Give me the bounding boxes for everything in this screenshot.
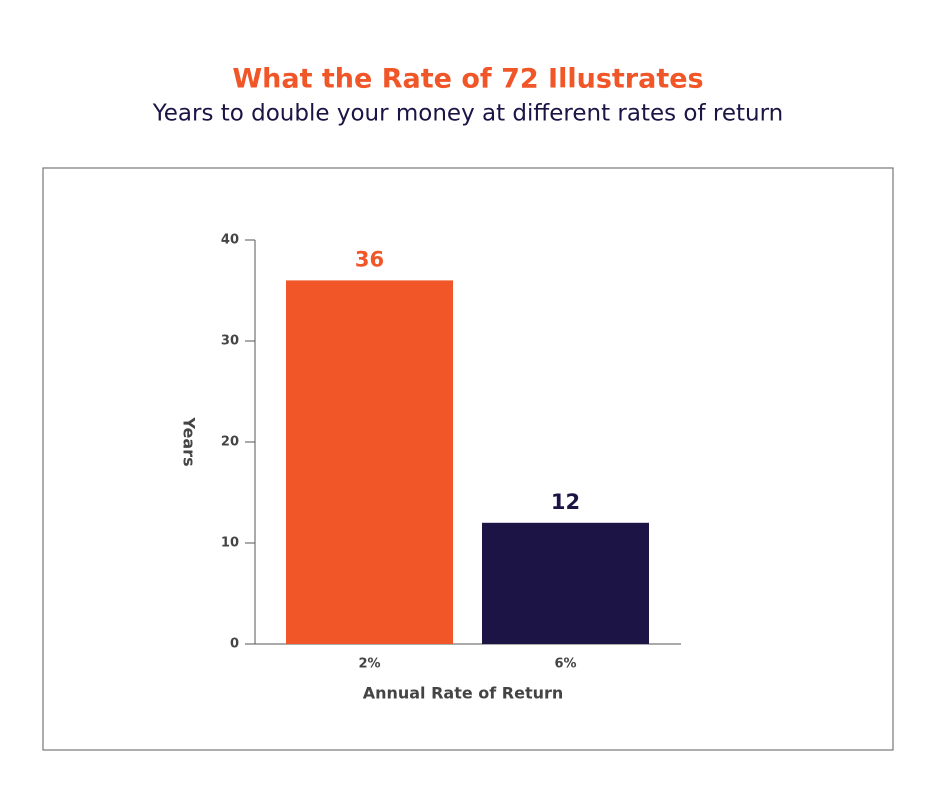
data-label: 36 xyxy=(355,247,384,271)
data-label: 12 xyxy=(551,490,580,514)
chart-title: What the Rate of 72 Illustrates xyxy=(232,64,703,95)
y-tick-label: 20 xyxy=(221,435,239,450)
bar xyxy=(286,280,453,644)
y-tick-label: 10 xyxy=(221,536,239,551)
x-axis-label: Annual Rate of Return xyxy=(363,684,564,703)
y-tick-label: 0 xyxy=(230,637,239,652)
chart-frame xyxy=(42,167,894,751)
y-axis-label: Years xyxy=(180,416,199,466)
y-tick-label: 30 xyxy=(221,334,239,349)
bar xyxy=(482,522,649,644)
x-tick-label: 6% xyxy=(554,657,576,672)
chart-subtitle: Years to double your money at different … xyxy=(152,101,783,127)
y-tick-label: 40 xyxy=(221,233,239,248)
x-tick-label: 2% xyxy=(358,657,380,672)
